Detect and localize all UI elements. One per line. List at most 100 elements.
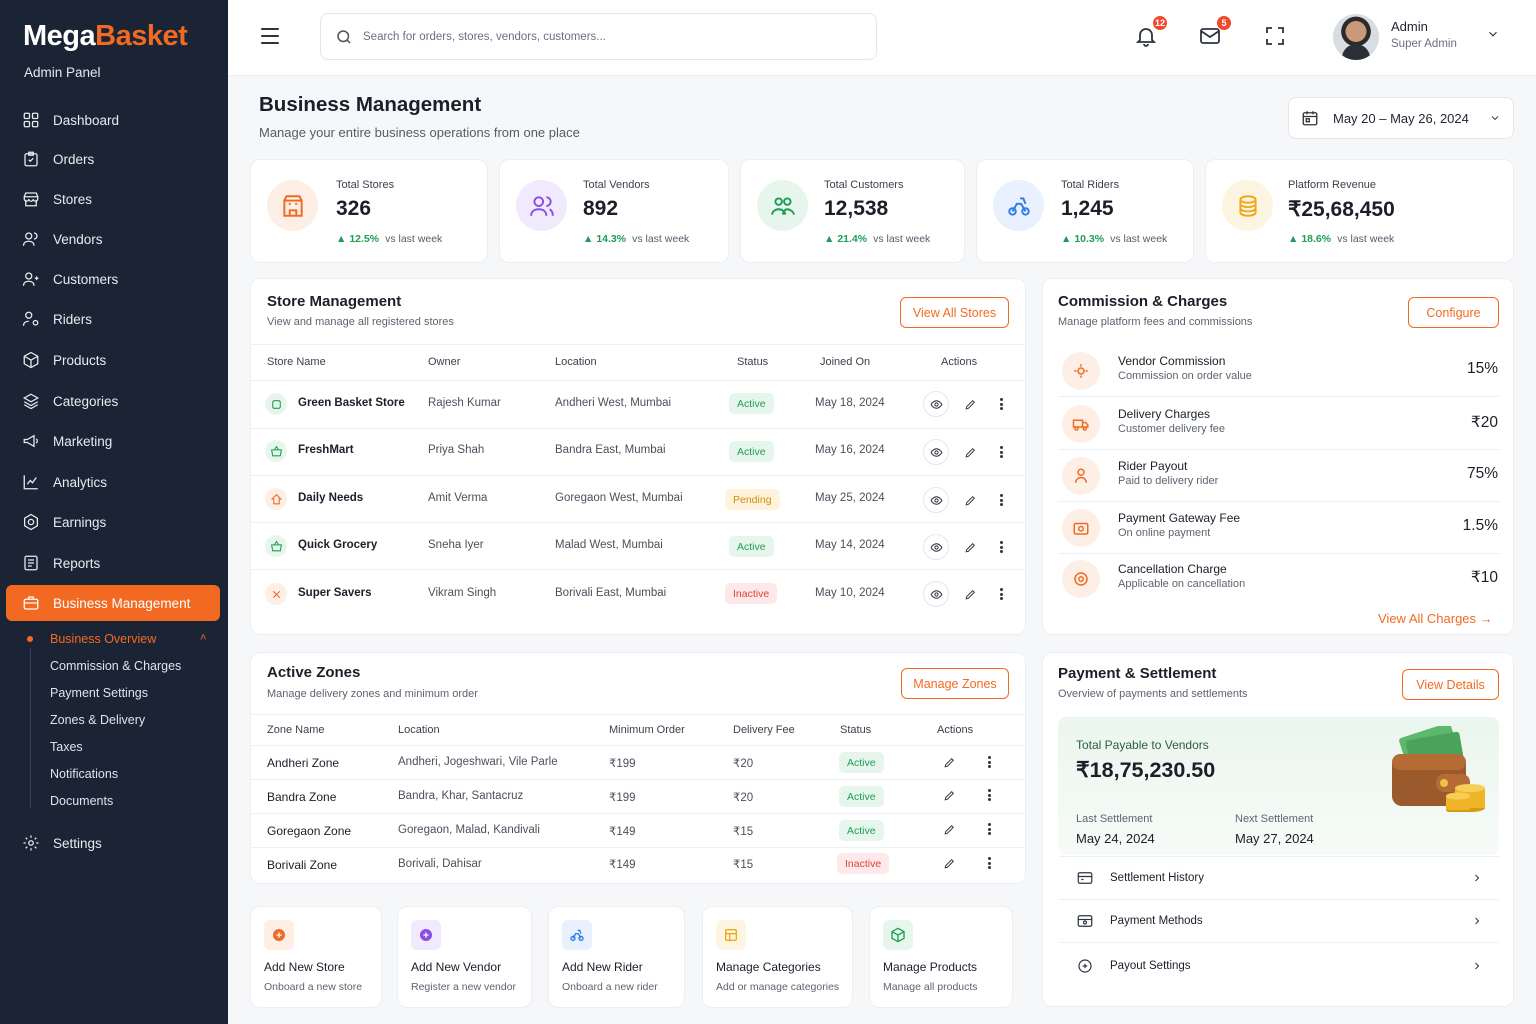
stat-card-stores[interactable]: Total Stores 326 ▲ 12.5% vs last week [250,159,488,263]
quick-action-subtitle: Onboard a new rider [562,981,658,993]
more-menu-button[interactable] [995,539,1007,555]
table-row[interactable]: Green Basket Store Rajesh Kumar Andheri … [251,381,1025,428]
more-menu-button[interactable] [983,787,995,803]
configure-button[interactable]: Configure [1408,297,1499,328]
view-button[interactable] [923,581,949,607]
view-button[interactable] [923,391,949,417]
manage-zones-button[interactable]: Manage Zones [901,668,1009,699]
next-settlement-label: Next Settlement [1235,813,1314,825]
edit-button[interactable] [962,539,978,555]
view-all-stores-button[interactable]: View All Stores [900,297,1009,328]
more-menu-button[interactable] [995,444,1007,460]
menu-icon[interactable] [261,28,279,44]
sidebar-item-settings[interactable]: Settings [6,825,220,861]
sidebar-item-analytics[interactable]: Analytics [6,464,220,500]
notifications-button[interactable]: 12 [1134,15,1168,48]
list-item[interactable]: Vendor Commission Commission on order va… [1058,344,1500,396]
add-new-store-card[interactable]: Add New Store Onboard a new store [250,906,382,1008]
pencil-icon [943,757,954,768]
more-menu-button[interactable] [995,492,1007,508]
manage-categories-card[interactable]: Manage Categories Add or manage categori… [702,906,853,1008]
stat-card-riders[interactable]: Total Riders 1,245 ▲ 10.3% vs last week [976,159,1194,263]
add-new-vendor-card[interactable]: Add New Vendor Register a new vendor [397,906,532,1008]
submenu-documents[interactable]: Documents [50,794,114,808]
table-row[interactable]: Daily Needs Amit Verma Goregaon West, Mu… [251,476,1025,523]
more-menu-button[interactable] [983,754,995,770]
list-item[interactable]: Rider Payout Paid to delivery rider 75% [1058,449,1500,501]
more-menu-button[interactable] [995,396,1007,412]
quick-action-title: Manage Categories [716,960,821,974]
fullscreen-button[interactable] [1263,24,1287,48]
table-row[interactable]: Quick Grocery Sneha Iyer Malad West, Mum… [251,523,1025,570]
manage-products-card[interactable]: Manage Products Manage all products [869,906,1013,1008]
settlement-history-link[interactable]: Settlement History [1059,857,1499,899]
quick-action-title: Add New Rider [562,960,643,974]
sidebar-item-customers[interactable]: Customers [6,261,220,297]
list-item[interactable]: Payment Gateway Fee On online payment 1.… [1058,501,1500,553]
sidebar-item-reports[interactable]: Reports [6,545,220,581]
status-badge: Inactive [837,853,890,874]
col-joined: Joined On [820,356,871,368]
more-menu-button[interactable] [983,821,995,837]
submenu-taxes[interactable]: Taxes [50,740,83,754]
edit-button[interactable] [962,444,978,460]
stat-value: 892 [583,197,619,220]
more-menu-button[interactable] [995,586,1007,602]
add-new-rider-card[interactable]: Add New Rider Onboard a new rider [548,906,685,1008]
payment-methods-link[interactable]: Payment Methods [1059,900,1499,942]
view-button[interactable] [923,534,949,560]
submenu-business-overview[interactable]: Business Overview [50,632,157,646]
sidebar-item-riders[interactable]: Riders [6,301,220,337]
payout-settings-link[interactable]: Payout Settings [1059,945,1499,987]
layers-icon [22,393,40,410]
list-item[interactable]: Cancellation Charge Applicable on cancel… [1058,552,1500,604]
search-box[interactable] [320,13,877,60]
more-menu-button[interactable] [983,855,995,871]
view-button[interactable] [923,487,949,513]
date-range-picker[interactable]: May 20 – May 26, 2024 [1288,97,1514,139]
edit-button[interactable] [962,586,978,602]
view-button[interactable] [923,439,949,465]
sidebar-item-stores[interactable]: Stores [6,181,220,217]
edit-button[interactable] [962,396,978,412]
chevron-up-icon[interactable]: ˄ [200,632,207,644]
store-owner: Vikram Singh [428,587,497,599]
avatar[interactable] [1333,14,1379,60]
box-icon [883,920,913,950]
edit-button[interactable] [962,492,978,508]
sidebar-item-categories[interactable]: Categories [6,383,220,419]
submenu-commission-charges[interactable]: Commission & Charges [50,659,182,673]
submenu-notifications[interactable]: Notifications [50,767,119,781]
chevron-down-icon[interactable] [1486,27,1500,41]
messages-button[interactable]: 5 [1198,15,1232,48]
edit-button[interactable] [941,821,957,837]
list-item[interactable]: Delivery Charges Customer delivery fee ₹… [1058,397,1500,449]
sidebar-item-marketing[interactable]: Marketing [6,423,220,459]
brand-logo[interactable]: MegaBasket [23,20,188,53]
view-details-button[interactable]: View Details [1402,669,1499,700]
sidebar-item-business-management[interactable]: Business Management [6,585,220,621]
table-row[interactable]: Super Savers Vikram Singh Borivali East,… [251,571,1025,618]
store-logo-icon [265,393,287,415]
search-input[interactable] [363,30,843,43]
users-icon [22,232,38,246]
submenu-zones-delivery[interactable]: Zones & Delivery [50,713,146,727]
sidebar-item-products[interactable]: Products [6,342,220,378]
sidebar-item-earnings[interactable]: Earnings [6,504,220,540]
stat-card-customers[interactable]: Total Customers 12,538 ▲ 21.4% vs last we… [740,159,965,263]
last-settlement-label: Last Settlement [1076,813,1153,825]
submenu-payment-settings[interactable]: Payment Settings [50,686,148,700]
edit-button[interactable] [941,754,957,770]
sidebar-item-vendors[interactable]: Vendors [6,221,220,257]
sidebar-item-label: Reports [53,555,101,571]
edit-button[interactable] [941,787,957,803]
view-all-charges-link[interactable]: View All Charges → [1378,611,1493,626]
stat-trend: ▲ 18.6% vs last week [1288,233,1395,245]
sidebar-item-orders[interactable]: Orders [6,141,220,177]
table-row[interactable]: FreshMart Priya Shah Bandra East, Mumbai… [251,428,1025,475]
stat-card-vendors[interactable]: Total Vendors 892 ▲ 14.3% vs last week [499,159,729,263]
col-zone-name: Zone Name [267,724,325,736]
stat-card-revenue[interactable]: Platform Revenue ₹25,68,450 ▲ 18.6% vs la… [1205,159,1514,263]
sidebar-item-dashboard[interactable]: Dashboard [6,102,220,138]
edit-button[interactable] [941,855,957,871]
